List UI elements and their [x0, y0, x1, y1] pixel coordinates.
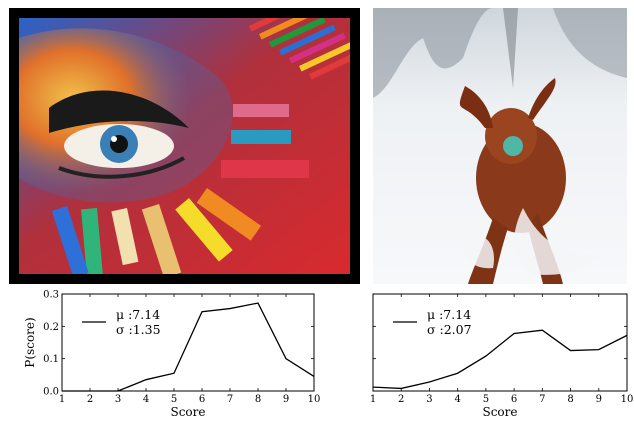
x-tick-label: 1	[370, 394, 376, 405]
legend-mu-label: μ :7.14	[116, 307, 160, 322]
x-tick-label: 2	[87, 394, 93, 405]
x-tick-label: 9	[596, 394, 602, 405]
x-tick-label: 6	[511, 394, 517, 405]
right-chart-svg: 1 2 3 4 5 6 7 8 9 10 μ :7.14σ :2.07 Score	[320, 286, 634, 419]
dog-photo-icon	[373, 8, 627, 284]
x-tick-label: 4	[143, 394, 149, 405]
x-axis-label: Score	[482, 405, 517, 419]
x-tick-label: 3	[115, 394, 121, 405]
legend-mu-label: μ :7.14	[427, 307, 471, 322]
x-tick-label: 1	[59, 394, 65, 405]
left-chart-svg: 1 2 3 4 5 6 7 8 9 10 0.0 0.1 0.2 0.3 μ :7.14σ :1.35 Sco…	[0, 286, 320, 419]
x-tick-label: 5	[483, 394, 489, 405]
y-tick-label: 0.1	[43, 354, 59, 365]
x-tick-label: 9	[283, 394, 289, 405]
series-line	[62, 303, 314, 391]
x-tick-label: 7	[539, 394, 545, 405]
dog-in-snow-image	[373, 8, 627, 284]
x-tick-label: 7	[227, 394, 233, 405]
legend-sigma-label: σ :1.35	[116, 322, 161, 337]
x-tick-label: 10	[308, 394, 320, 405]
legend-sigma-label: σ :2.07	[427, 322, 472, 337]
plot-frame	[373, 294, 627, 391]
x-tick-label: 10	[621, 394, 634, 405]
x-tick-label: 3	[426, 394, 432, 405]
y-tick-label: 0.0	[43, 387, 59, 398]
pastel-eye-artwork-image	[9, 8, 360, 284]
x-tick-label: 6	[199, 394, 205, 405]
x-axis-label: Score	[170, 405, 205, 419]
y-tick-label: 0.3	[43, 290, 59, 301]
x-tick-label: 8	[567, 394, 573, 405]
art-photo-icon	[19, 18, 350, 274]
x-tick-label: 2	[398, 394, 404, 405]
series-line	[373, 330, 627, 388]
y-tick-label: 0.2	[43, 322, 59, 333]
y-axis-label: P(score)	[23, 317, 37, 367]
x-tick-label: 8	[255, 394, 261, 405]
x-tick-label: 4	[454, 394, 460, 405]
x-tick-label: 5	[171, 394, 177, 405]
